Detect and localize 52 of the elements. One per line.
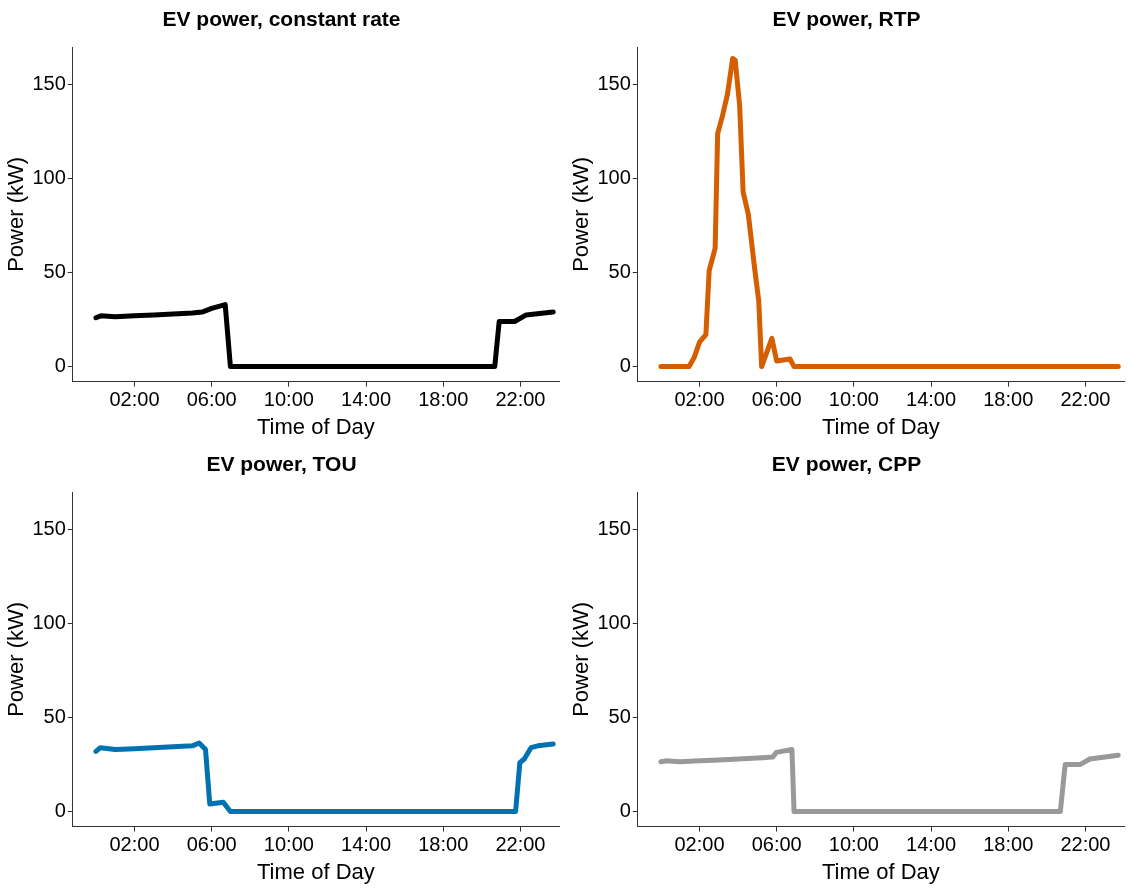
x-tick-label: 10:00 (828, 388, 879, 411)
x-tick-label: 14:00 (341, 833, 392, 856)
x-tick-label: 10:00 (263, 833, 314, 856)
chart-title: EV power, TOU (206, 452, 357, 476)
y-tick-label: 150 (597, 517, 631, 540)
y-tick-label: 0 (54, 799, 66, 822)
x-tick-label: 22:00 (495, 388, 546, 411)
y-tick-label: 100 (597, 166, 631, 189)
y-tick-label: 150 (32, 517, 66, 540)
y-axis-title: Power (kW) (3, 156, 29, 272)
x-tick-label: 22:00 (495, 833, 546, 856)
y-tick-label: 0 (619, 354, 631, 377)
x-tick-label: 10:00 (828, 833, 879, 856)
x-axis-title: Time of Day (256, 413, 375, 439)
chart-title: EV power, CPP (771, 452, 922, 476)
y-tick-label: 100 (32, 166, 66, 189)
x-tick-label: 14:00 (341, 388, 392, 411)
x-tick-label: 18:00 (418, 833, 469, 856)
y-tick-label: 100 (32, 611, 66, 634)
x-tick-label: 02:00 (674, 833, 725, 856)
x-tick-label: 22:00 (1060, 388, 1111, 411)
y-tick-label: 50 (43, 705, 66, 728)
x-tick-label: 10:00 (263, 388, 314, 411)
x-tick-label: 18:00 (983, 833, 1034, 856)
x-tick-label: 14:00 (906, 388, 957, 411)
y-tick-label: 0 (619, 799, 631, 822)
x-axis-title: Time of Day (821, 413, 940, 439)
y-tick-label: 50 (608, 260, 631, 283)
x-tick-label: 18:00 (983, 388, 1034, 411)
x-tick-label: 14:00 (906, 833, 957, 856)
x-tick-label: 06:00 (751, 388, 802, 411)
y-tick-label: 100 (597, 611, 631, 634)
y-axis-title: Power (kW) (568, 601, 594, 717)
y-tick-label: 50 (43, 260, 66, 283)
x-tick-label: 22:00 (1060, 833, 1111, 856)
x-tick-label: 18:00 (418, 388, 469, 411)
y-axis-title: Power (kW) (3, 601, 29, 717)
chart-title: EV power, constant rate (162, 7, 401, 31)
x-tick-label: 02:00 (109, 833, 160, 856)
x-tick-label: 02:00 (674, 388, 725, 411)
y-tick-label: 50 (608, 705, 631, 728)
x-tick-label: 06:00 (186, 833, 237, 856)
y-tick-label: 150 (32, 72, 66, 95)
y-tick-label: 150 (597, 72, 631, 95)
y-axis-title: Power (kW) (568, 156, 594, 272)
x-axis-title: Time of Day (821, 858, 940, 884)
x-tick-label: 02:00 (109, 388, 160, 411)
x-tick-label: 06:00 (186, 388, 237, 411)
x-tick-label: 06:00 (751, 833, 802, 856)
chart-title: EV power, RTP (772, 7, 921, 31)
x-axis-title: Time of Day (256, 858, 375, 884)
y-tick-label: 0 (54, 354, 66, 377)
